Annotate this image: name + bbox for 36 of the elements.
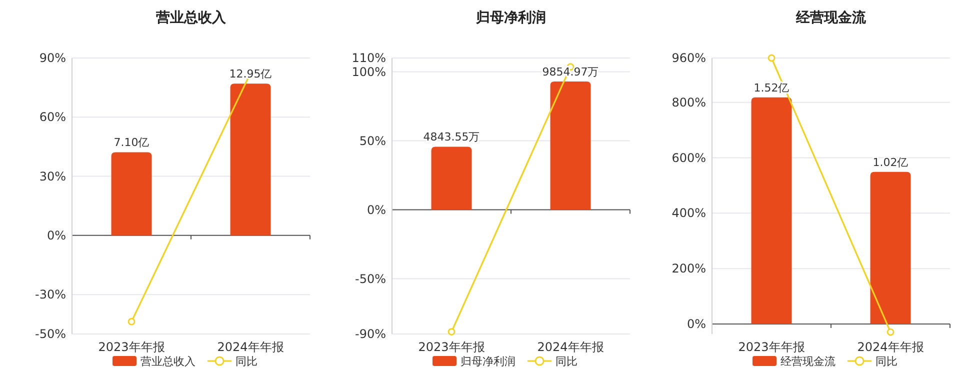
- x-tick-label: 2024年年报: [537, 340, 604, 354]
- x-tick-label: 2023年年报: [98, 340, 165, 354]
- x-tick-label: 2023年年报: [418, 340, 485, 354]
- y-tick-label: 800%: [672, 95, 706, 110]
- y-tick-label: 30%: [39, 169, 66, 184]
- data-label: 1.02亿: [872, 156, 908, 169]
- x-tick-label: 2024年年报: [217, 340, 284, 354]
- y-tick-label: 0%: [46, 228, 66, 242]
- y-tick-label: 400%: [672, 206, 706, 220]
- y-tick-label: 110%: [352, 51, 386, 65]
- y-tick-label: 50%: [359, 134, 386, 148]
- legend-label: 同比: [556, 355, 578, 368]
- chart-title: 归母净利润: [475, 9, 546, 26]
- y-tick-label: 0%: [366, 202, 386, 217]
- y-tick-label: 90%: [39, 51, 66, 65]
- y-tick-label: -50%: [34, 327, 66, 341]
- legend-label: 经营现金流: [780, 355, 836, 368]
- legend-label: 归母净利润: [460, 355, 516, 368]
- legend-label: 营业总收入: [140, 355, 196, 368]
- legend-label: 同比: [236, 355, 258, 368]
- x-tick-label: 2024年年报: [857, 340, 924, 354]
- y-tick-label: -30%: [34, 288, 66, 302]
- y-tick-label: 200%: [672, 262, 706, 276]
- y-tick-label: -90%: [354, 327, 386, 341]
- y-tick-label: 0%: [686, 317, 706, 332]
- y-tick-label: 100%: [352, 64, 386, 79]
- y-tick-label: 60%: [39, 110, 66, 124]
- y-tick-label: 960%: [672, 51, 706, 65]
- chart-title: 经营现金流: [795, 9, 867, 26]
- data-label: 7.10亿: [114, 136, 150, 150]
- legend-label: 同比: [876, 355, 898, 368]
- y-tick-label: 600%: [672, 150, 706, 165]
- y-tick-label: -50%: [354, 272, 386, 286]
- data-label: 4843.55万: [423, 130, 480, 144]
- chart-title: 营业总收入: [155, 10, 227, 26]
- x-tick-label: 2023年年报: [738, 340, 805, 354]
